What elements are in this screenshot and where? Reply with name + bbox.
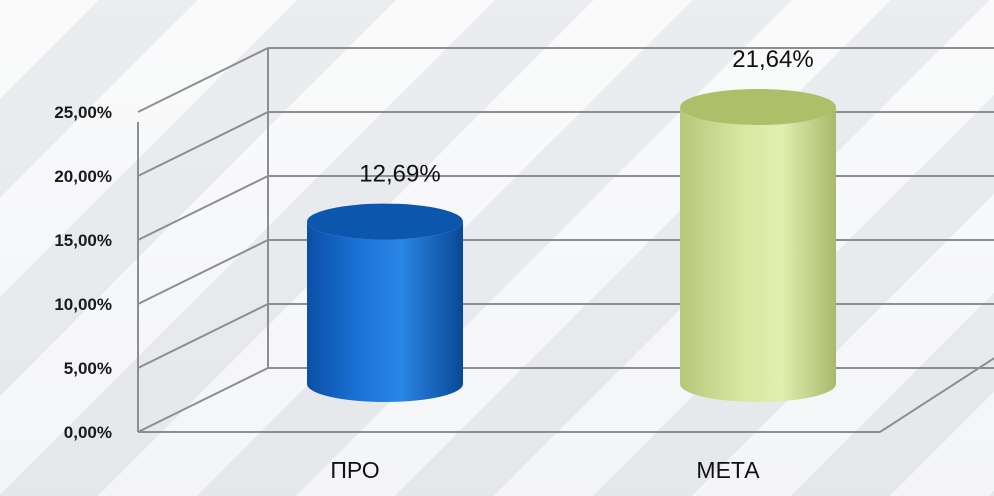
bar-top [680,89,836,126]
x-category-label: ПРО [330,457,379,483]
bar-2 [680,89,836,403]
bar-body [680,107,836,403]
gridlines [137,47,994,433]
gridline-diagonal [137,239,269,305]
y-axis-ticks: 0,00% 5,00% 10,00% 15,00% 20,00% 25,00% [54,103,112,442]
y-tick-label: 5,00% [64,359,112,378]
gridline-diagonal [137,303,269,369]
y-tick-label: 10,00% [54,295,112,314]
data-labels: 12,69% 21,64% [359,46,813,188]
y-tick-label: 0,00% [64,423,112,442]
y-tick-label: 15,00% [54,231,112,250]
bars [307,89,836,403]
data-label: 12,69% [359,161,440,188]
bar-top [307,203,463,240]
gridline-diagonal [137,367,269,433]
data-label: 21,64% [732,46,813,73]
gridline-diagonal [137,175,269,241]
bar-body [307,221,463,402]
gridline-diagonal [137,111,269,177]
floor-right-edge [879,357,994,433]
y-tick-label: 25,00% [54,103,112,122]
y-tick-label: 20,00% [54,167,112,186]
bar-1 [307,203,463,402]
x-axis-categories: ПРО МЕТА [330,457,760,483]
x-category-label: МЕТА [696,457,760,483]
gridline-diagonal [137,47,269,113]
